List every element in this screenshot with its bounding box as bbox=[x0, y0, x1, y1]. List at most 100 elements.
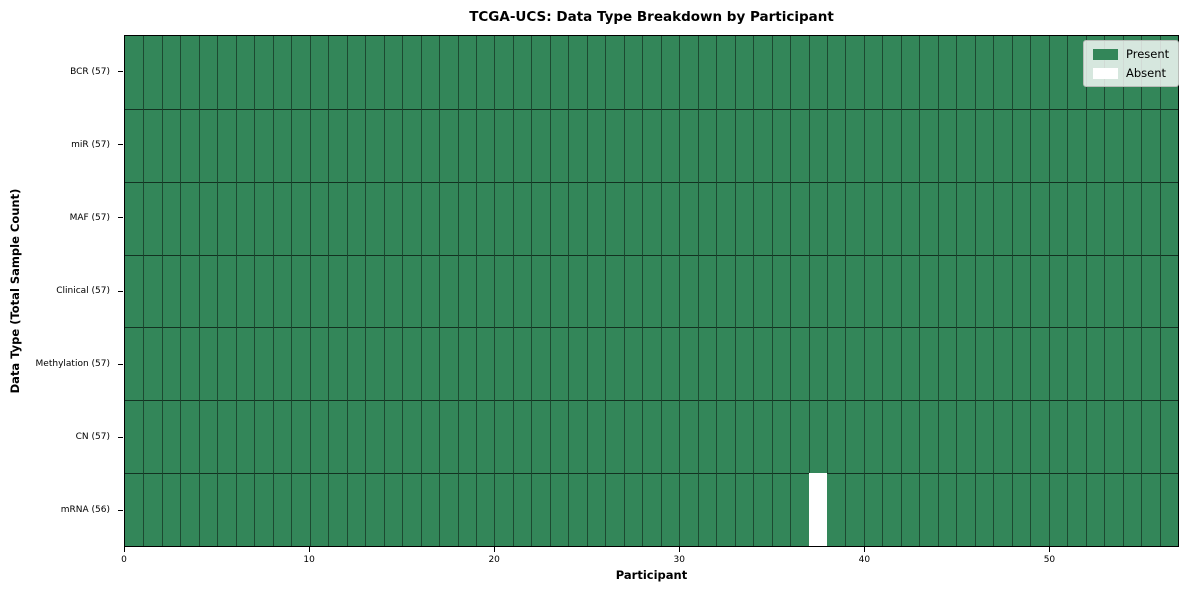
heatmap-cell bbox=[1067, 473, 1086, 546]
heatmap-cell bbox=[1048, 400, 1068, 474]
heatmap-cell bbox=[125, 108, 144, 182]
heatmap-cell bbox=[790, 36, 809, 109]
y-axis: BCR (57) miR (57) MAF (57) Clinical (57) Met… bbox=[0, 35, 124, 547]
heatmap-cell bbox=[605, 400, 624, 474]
heatmap-cell bbox=[863, 181, 883, 255]
heatmap-cell bbox=[642, 400, 661, 474]
heatmap-cell bbox=[956, 473, 975, 546]
heatmap-cell bbox=[383, 473, 403, 546]
heatmap-cell bbox=[1159, 400, 1178, 474]
heatmap-cell bbox=[549, 400, 569, 474]
heatmap-cell bbox=[845, 327, 864, 401]
heatmap-cell bbox=[549, 327, 569, 401]
heatmap-cell bbox=[1048, 327, 1068, 401]
heatmap-cell bbox=[457, 254, 476, 328]
heatmap-cell bbox=[420, 254, 440, 328]
heatmap-cell bbox=[586, 181, 606, 255]
heatmap-cell bbox=[863, 36, 883, 109]
heatmap-cell bbox=[402, 36, 421, 109]
heatmap-cell bbox=[716, 181, 735, 255]
y-tick-label: Methylation (57) bbox=[35, 359, 110, 370]
heatmap-cell bbox=[180, 254, 199, 328]
heatmap-cell bbox=[623, 36, 643, 109]
y-tick-label: mRNA (56) bbox=[60, 505, 110, 516]
heatmap-cell bbox=[143, 400, 162, 474]
heatmap-cell bbox=[660, 36, 680, 109]
heatmap-cell bbox=[790, 400, 809, 474]
heatmap-cell bbox=[346, 400, 366, 474]
heatmap-cell bbox=[882, 181, 901, 255]
heatmap-cell bbox=[180, 327, 199, 401]
heatmap-cell bbox=[125, 400, 144, 474]
heatmap-cell bbox=[919, 181, 938, 255]
heatmap-cell bbox=[291, 108, 310, 182]
heatmap-cell bbox=[993, 473, 1012, 546]
heatmap-cell bbox=[402, 181, 421, 255]
heatmap-cell bbox=[365, 327, 384, 401]
legend-item: Absent bbox=[1093, 66, 1169, 80]
heatmap-cell bbox=[660, 473, 680, 546]
heatmap-cell bbox=[771, 473, 791, 546]
heatmap-cell bbox=[1048, 181, 1068, 255]
heatmap-cell bbox=[198, 181, 218, 255]
heatmap-cell bbox=[753, 181, 772, 255]
heatmap-cell bbox=[937, 181, 957, 255]
heatmap-cell bbox=[161, 400, 181, 474]
y-tick-mark bbox=[118, 290, 123, 292]
heatmap-cell bbox=[827, 327, 846, 401]
heatmap-cell bbox=[272, 181, 292, 255]
heatmap-cell bbox=[845, 36, 864, 109]
heatmap-cell bbox=[383, 36, 403, 109]
heatmap-cell bbox=[309, 254, 329, 328]
heatmap-cell bbox=[790, 181, 809, 255]
heatmap-cell bbox=[1011, 400, 1031, 474]
heatmap-cell bbox=[753, 327, 772, 401]
heatmap-cell bbox=[494, 473, 513, 546]
x-axis: 0 10 20 30 40 50 bbox=[121, 547, 1179, 577]
heatmap-cell bbox=[198, 400, 218, 474]
heatmap-cell bbox=[697, 473, 717, 546]
heatmap-cell bbox=[568, 108, 587, 182]
heatmap-cell bbox=[217, 254, 236, 328]
heatmap-cell bbox=[1030, 108, 1049, 182]
heatmap-cell bbox=[863, 108, 883, 182]
heatmap-cell bbox=[1159, 254, 1178, 328]
heatmap-cell bbox=[198, 327, 218, 401]
heatmap-cell bbox=[549, 108, 569, 182]
heatmap-cell bbox=[586, 36, 606, 109]
heatmap-cell bbox=[1122, 254, 1142, 328]
y-tick-label: Clinical (57) bbox=[56, 286, 110, 296]
heatmap-cell bbox=[679, 254, 698, 328]
heatmap-cell bbox=[568, 254, 587, 328]
heatmap-cell bbox=[402, 473, 421, 546]
heatmap-cell bbox=[143, 327, 162, 401]
heatmap-cell bbox=[1067, 254, 1086, 328]
heatmap-cell bbox=[900, 108, 920, 182]
heatmap-cell bbox=[882, 254, 901, 328]
heatmap-cell bbox=[605, 36, 624, 109]
heatmap-cell bbox=[956, 327, 975, 401]
heatmap-cell bbox=[272, 36, 292, 109]
heatmap-cell bbox=[254, 108, 273, 182]
x-tick-mark bbox=[1048, 547, 1050, 552]
heatmap-cell bbox=[808, 108, 827, 182]
heatmap-cell bbox=[161, 473, 181, 546]
legend-item: Present bbox=[1093, 47, 1169, 61]
heatmap-cell bbox=[660, 108, 680, 182]
heatmap-cell bbox=[1030, 327, 1049, 401]
heatmap-cell bbox=[771, 181, 791, 255]
heatmap-cell bbox=[143, 181, 162, 255]
heatmap-cell bbox=[1085, 254, 1105, 328]
heatmap-cell bbox=[586, 327, 606, 401]
heatmap-cell bbox=[457, 108, 476, 182]
heatmap-cell bbox=[734, 36, 754, 109]
heatmap-cell bbox=[180, 36, 199, 109]
heatmap-cell bbox=[383, 254, 403, 328]
heatmap-cell bbox=[882, 36, 901, 109]
heatmap-cell bbox=[402, 327, 421, 401]
heatmap-cell bbox=[235, 108, 255, 182]
heatmap-cell bbox=[642, 181, 661, 255]
heatmap-cell bbox=[605, 108, 624, 182]
heatmap-cell bbox=[605, 254, 624, 328]
chart-title: TCGA-UCS: Data Type Breakdown by Partici… bbox=[469, 9, 834, 25]
